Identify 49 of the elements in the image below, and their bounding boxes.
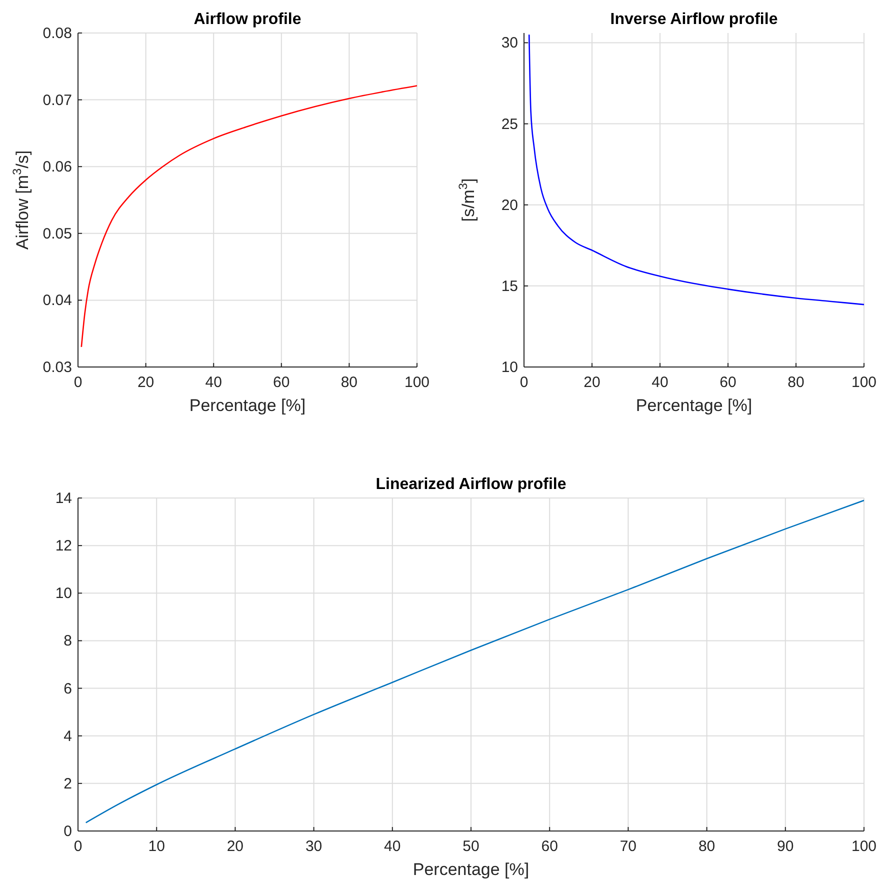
y-tick-label: 0.04	[42, 292, 72, 310]
y-tick-label: 4	[64, 728, 72, 745]
x-tick-label: 20	[226, 838, 244, 855]
x-tick-label: 20	[584, 374, 600, 391]
x-tick-label: 100	[851, 838, 877, 855]
y-tick-label: 0.03	[42, 359, 72, 376]
y-tick-label: 0.05	[42, 225, 72, 242]
x-axis-title: Percentage [%]	[189, 396, 306, 415]
x-tick-label: 10	[148, 838, 165, 855]
x-tick-label: 60	[720, 374, 736, 391]
chart-title: Airflow profile	[194, 11, 302, 28]
x-tick-label: 40	[384, 838, 401, 855]
y-tick-label: 6	[64, 680, 72, 698]
x-tick-label: 60	[541, 838, 558, 855]
y-tick-label: 0.07	[42, 92, 72, 109]
y-tick-label: 10	[501, 359, 518, 376]
x-tick-label: 90	[777, 838, 794, 855]
y-tick-label: 25	[501, 116, 518, 133]
y-tick-label: 0.08	[42, 25, 72, 42]
y-tick-label: 15	[501, 278, 518, 295]
x-axis-title: Percentage [%]	[412, 860, 530, 879]
y-tick-label: 0.06	[42, 158, 72, 176]
x-tick-label: 60	[273, 374, 290, 391]
x-axis-title: Percentage [%]	[636, 396, 752, 415]
line-series	[80, 85, 417, 348]
x-tick-label: 40	[205, 374, 222, 391]
y-tick-label: 12	[55, 538, 72, 555]
y-tick-label: 2	[64, 775, 72, 792]
y-tick-label: 10	[55, 585, 72, 602]
x-tick-label: 30	[305, 838, 322, 855]
x-tick-label: 40	[652, 374, 668, 391]
y-tick-label: 0	[64, 823, 72, 840]
x-tick-label: 100	[851, 374, 877, 391]
line-series	[85, 500, 864, 824]
x-tick-label: 70	[620, 838, 637, 855]
x-tick-label: 80	[340, 374, 358, 391]
x-tick-label: 80	[698, 838, 716, 855]
y-tick-label: 30	[501, 34, 518, 52]
x-tick-label: 100	[404, 374, 430, 391]
x-tick-label: 0	[520, 374, 528, 391]
y-tick-label: 20	[501, 196, 518, 214]
x-tick-label: 80	[788, 374, 804, 391]
y-tick-label: 14	[55, 490, 72, 507]
chart-title: Inverse Airflow profile	[610, 11, 778, 28]
chart-title: Linearized Airflow profile	[376, 476, 566, 493]
y-tick-label: 8	[64, 632, 72, 650]
line-series	[528, 34, 864, 306]
x-tick-label: 20	[137, 374, 154, 391]
x-tick-label: 50	[462, 838, 480, 855]
